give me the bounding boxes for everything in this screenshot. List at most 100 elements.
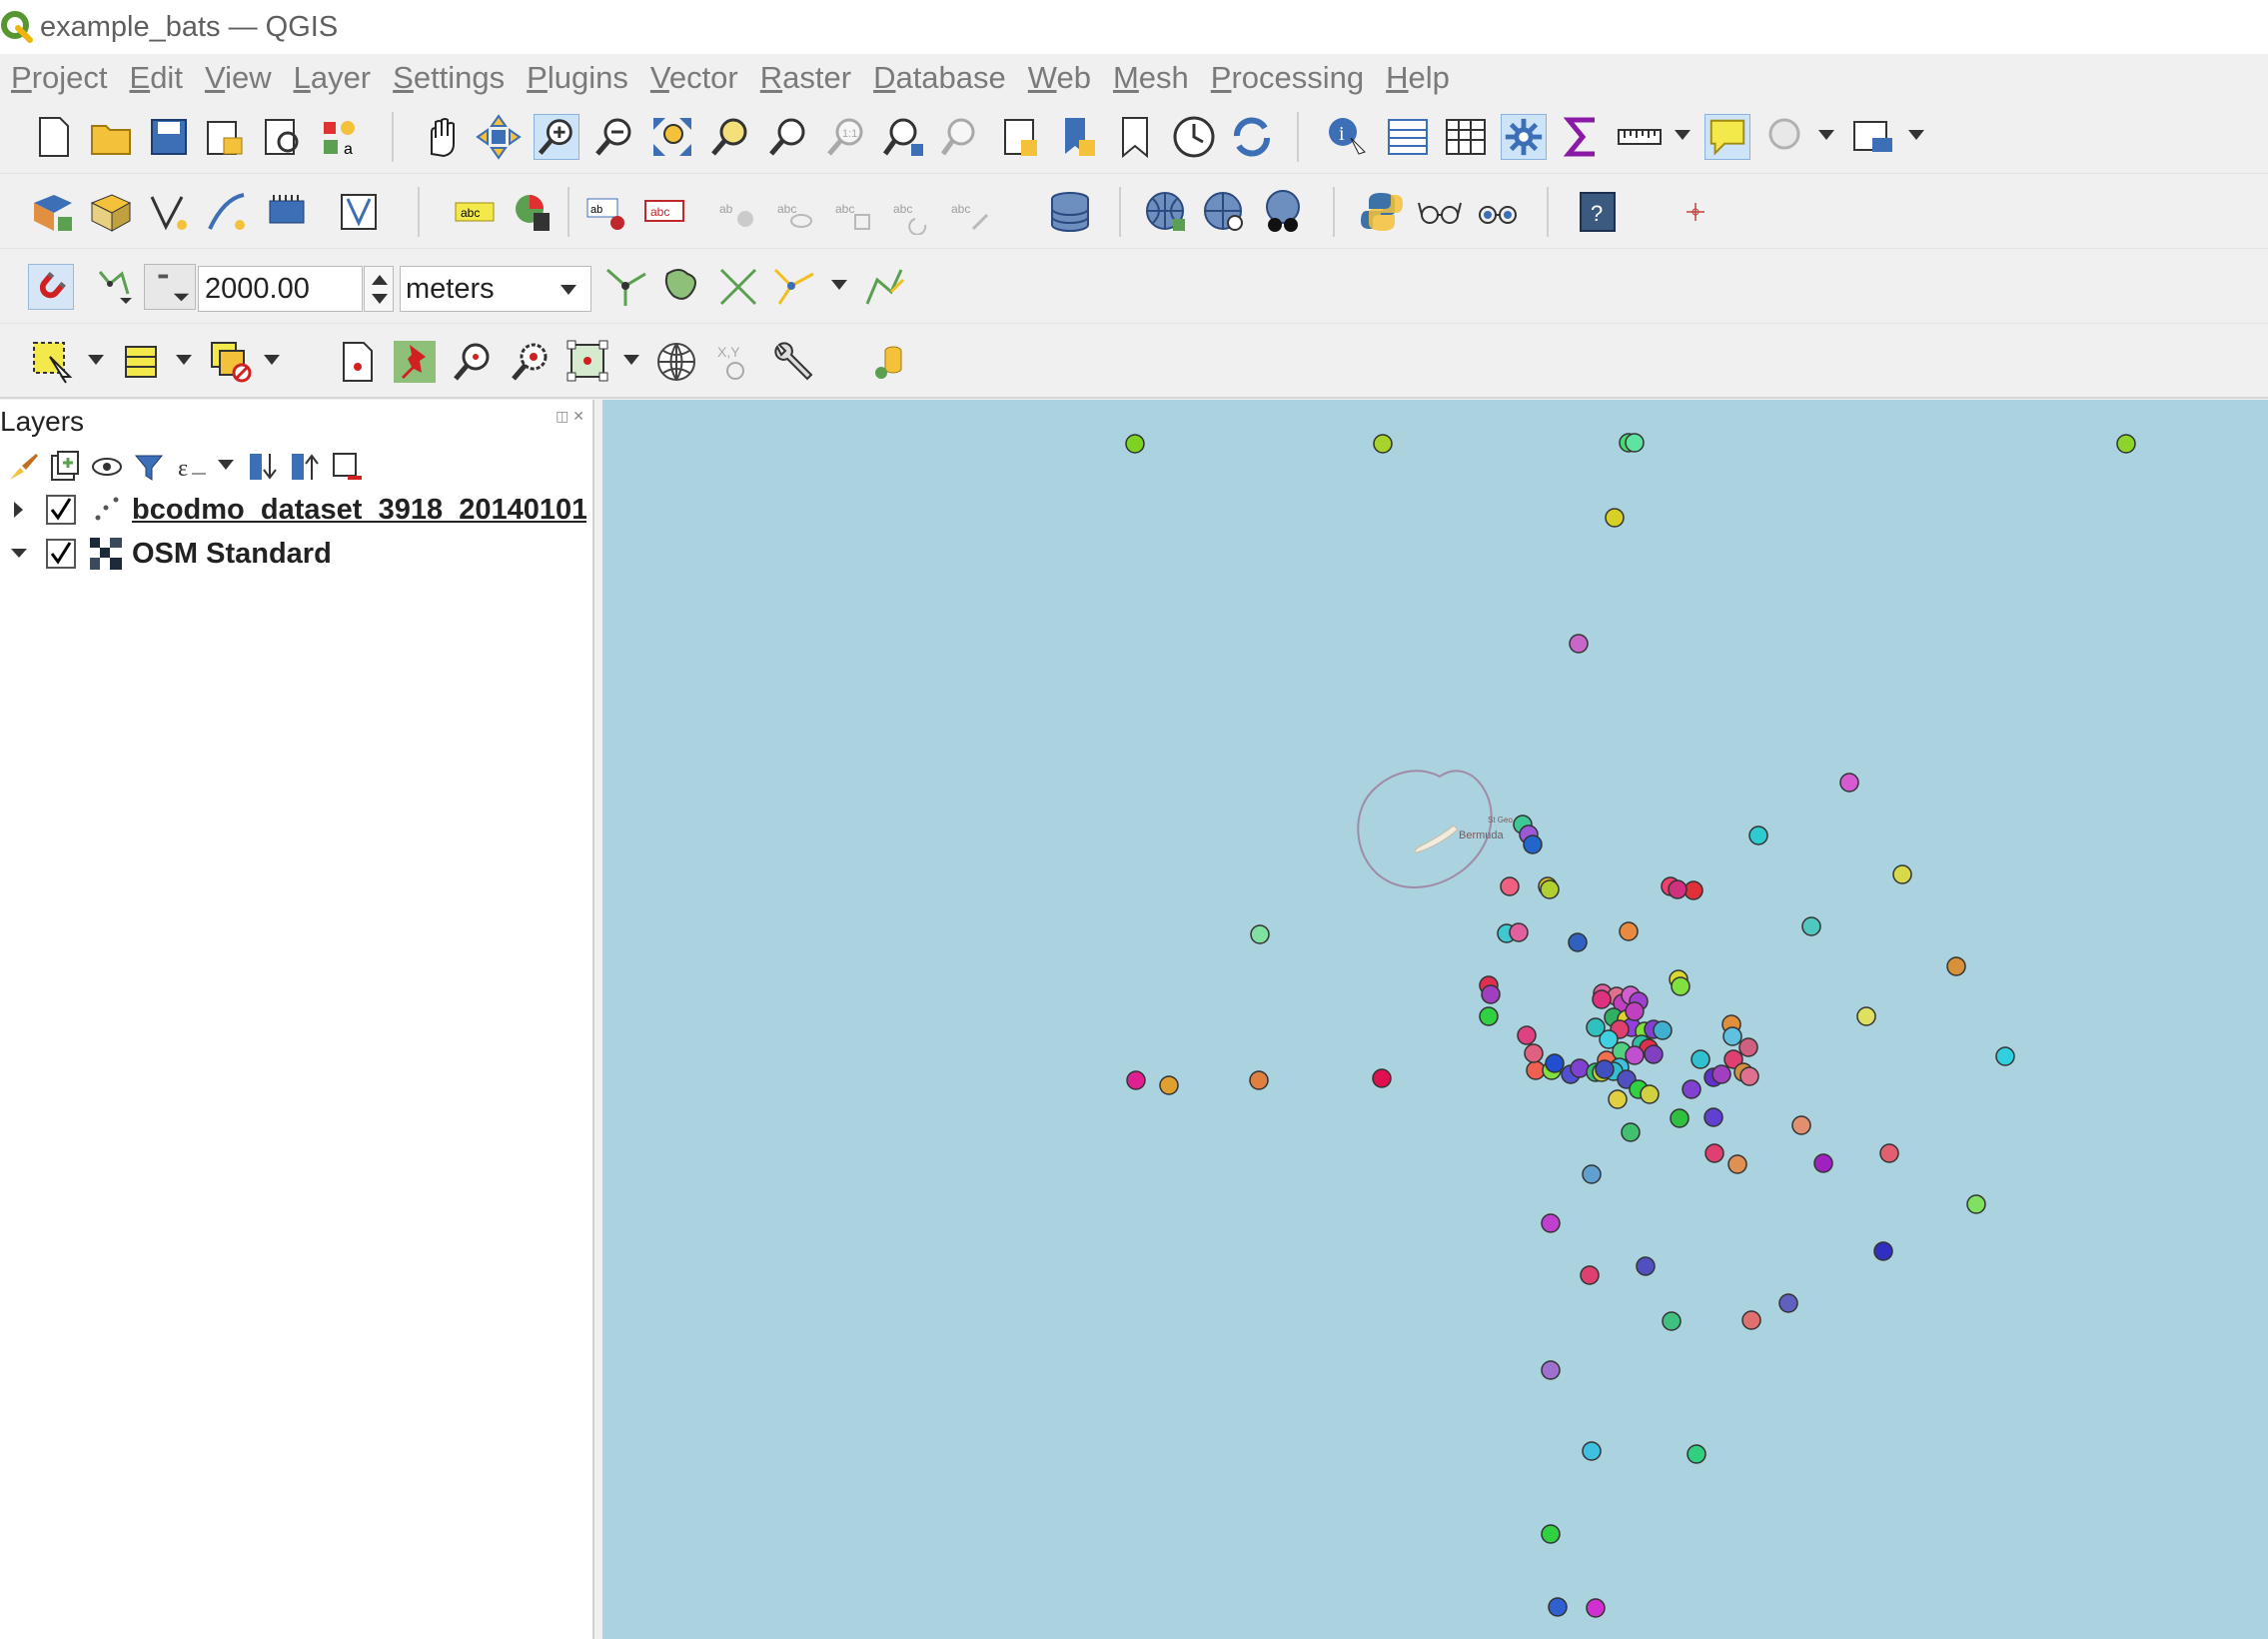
annotation-dropdown-arrow[interactable]: [1818, 130, 1834, 140]
snap-on-intersection-icon[interactable]: [715, 264, 761, 310]
dataset-point[interactable]: [1662, 1311, 1682, 1331]
dataset-point[interactable]: [1159, 1075, 1179, 1095]
highlight-pinned-labels-icon[interactable]: abc: [641, 189, 687, 235]
dataset-point[interactable]: [1605, 508, 1625, 528]
dataset-point[interactable]: [1670, 1108, 1690, 1128]
dataset-point[interactable]: [1481, 984, 1501, 1004]
coordinate-capture-icon[interactable]: X,Y: [711, 339, 757, 385]
select-by-location-icon[interactable]: [334, 339, 380, 385]
zoom-full-icon[interactable]: [649, 114, 695, 160]
dataset-point[interactable]: [1856, 1006, 1876, 1026]
dataset-point[interactable]: [1892, 864, 1912, 884]
dataset-point[interactable]: [1653, 1020, 1673, 1040]
select-features-dropdown-arrow[interactable]: [88, 355, 104, 365]
dataset-point[interactable]: [1791, 1115, 1811, 1135]
menu-vector[interactable]: Vector: [649, 60, 738, 95]
dataset-point[interactable]: [1625, 433, 1645, 453]
dataset-point[interactable]: [1691, 1049, 1710, 1069]
dataset-point[interactable]: [1727, 1154, 1747, 1174]
map-tips-icon[interactable]: [1704, 114, 1750, 160]
dataset-point[interactable]: [1723, 1049, 1743, 1069]
layout-manager-icon[interactable]: [260, 114, 306, 160]
pan-map-icon[interactable]: [418, 114, 464, 160]
style-brush-icon[interactable]: [6, 450, 40, 484]
new-map-view-icon[interactable]: [997, 114, 1043, 160]
dataset-point[interactable]: [1586, 1598, 1606, 1618]
decorations-icon[interactable]: [1850, 114, 1896, 160]
remove-layer-icon[interactable]: [330, 450, 364, 484]
show-hide-labels-icon[interactable]: abc: [773, 189, 819, 235]
metasearch-icon[interactable]: [1143, 189, 1189, 235]
dataset-point[interactable]: [1668, 879, 1688, 899]
dataset-point[interactable]: [1636, 1256, 1656, 1276]
help-icon[interactable]: ?: [1575, 189, 1621, 235]
dataset-point[interactable]: [1778, 1293, 1798, 1313]
dataset-point[interactable]: [1741, 1310, 1761, 1330]
dataset-point[interactable]: [1548, 1597, 1568, 1617]
virtual-layer-icon[interactable]: [336, 189, 382, 235]
temporary-scratch-layer-icon[interactable]: [264, 189, 310, 235]
new-geopackage-layer-icon[interactable]: [88, 189, 134, 235]
filter-by-expression-icon[interactable]: ε: [174, 450, 208, 484]
dataset-point[interactable]: [1570, 1058, 1590, 1078]
crosshair-icon[interactable]: [1673, 189, 1718, 235]
dataset-point[interactable]: [1625, 1045, 1645, 1065]
dataset-point[interactable]: [1479, 1006, 1499, 1026]
filter-legend-icon[interactable]: [132, 450, 166, 484]
dataset-point[interactable]: [1644, 1044, 1664, 1064]
annotation-tool-icon[interactable]: [1764, 114, 1810, 160]
dataset-point[interactable]: [1523, 834, 1543, 854]
dataset-point[interactable]: [1704, 1143, 1724, 1163]
wrench-settings-icon[interactable]: [769, 339, 815, 385]
select-features-icon[interactable]: [30, 339, 76, 385]
dataset-point[interactable]: [1586, 1017, 1606, 1037]
attribute-table-icon[interactable]: [1385, 114, 1431, 160]
dataset-point[interactable]: [1722, 1026, 1742, 1046]
dataset-point[interactable]: [1966, 1194, 1986, 1214]
digitize-freehand-icon[interactable]: [204, 189, 250, 235]
dataset-point[interactable]: [1373, 434, 1393, 454]
dataset-point[interactable]: [1640, 1084, 1660, 1104]
menu-web[interactable]: Web: [1027, 60, 1091, 95]
dataset-point[interactable]: [1995, 1046, 2015, 1066]
deselect-dropdown-arrow[interactable]: [264, 355, 280, 365]
zoom-native-icon[interactable]: 1:1: [823, 114, 869, 160]
dataset-point[interactable]: [1625, 1001, 1645, 1021]
measure-line-icon[interactable]: [1617, 114, 1663, 160]
panel-float-close-icons[interactable]: ◫ ✕: [556, 408, 584, 424]
menu-edit[interactable]: Edit: [129, 60, 183, 95]
chevron-down-icon[interactable]: [8, 543, 30, 565]
pan-to-selection-icon[interactable]: [476, 114, 522, 160]
select-features-by-pin-icon[interactable]: [392, 339, 438, 385]
zoom-in-icon[interactable]: [534, 114, 579, 160]
processing-toolbox-icon[interactable]: [1501, 114, 1547, 160]
dataset-point[interactable]: [1946, 956, 1966, 976]
dataset-point[interactable]: [1813, 1153, 1833, 1173]
rotate-label-icon[interactable]: abc: [831, 189, 877, 235]
dataset-point[interactable]: [1599, 1029, 1619, 1049]
dataset-point[interactable]: [2116, 434, 2136, 454]
dataset-point[interactable]: [1682, 1079, 1701, 1099]
enable-tracing-icon[interactable]: [861, 264, 907, 310]
select-by-value-icon[interactable]: [120, 339, 166, 385]
statistical-summary-icon[interactable]: [1559, 114, 1605, 160]
snapping-type-icon[interactable]: [144, 264, 196, 310]
dataset-point[interactable]: [1509, 922, 1529, 942]
self-snapping-icon[interactable]: [771, 264, 817, 310]
change-label-icon[interactable]: abc: [889, 189, 935, 235]
dataset-point[interactable]: [1619, 921, 1639, 941]
dataset-point[interactable]: [1541, 1524, 1561, 1544]
layer-row-osm[interactable]: OSM Standard: [0, 532, 592, 576]
menu-raster[interactable]: Raster: [759, 60, 852, 95]
dataset-point[interactable]: [1748, 825, 1768, 845]
data-source-manager-icon[interactable]: [1047, 189, 1093, 235]
temporal-controller-icon[interactable]: [1171, 114, 1217, 160]
menu-project[interactable]: Project: [11, 60, 108, 95]
refresh-icon[interactable]: [1229, 114, 1275, 160]
dataset-point[interactable]: [1608, 1089, 1628, 1109]
dataset-point[interactable]: [1540, 879, 1560, 899]
new-shapefile-layer-icon[interactable]: [30, 189, 76, 235]
topological-editing-icon[interactable]: [603, 264, 649, 310]
zoom-to-layer-icon[interactable]: [765, 114, 811, 160]
select-rectangle-dropdown-arrow[interactable]: [623, 355, 639, 365]
